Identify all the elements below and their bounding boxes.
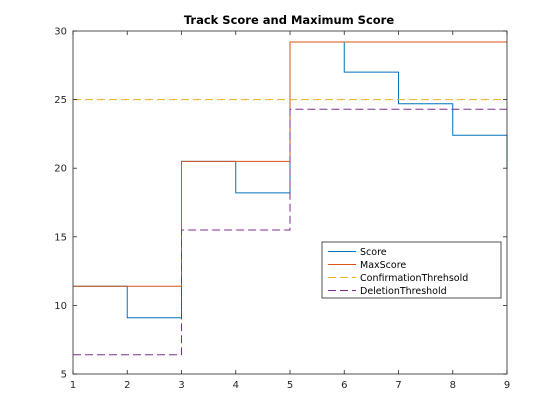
x-tick-label: 8 [450, 380, 456, 391]
x-axis: 1 2 3 4 5 6 7 8 9 [70, 31, 510, 391]
legend-label-score: Score [360, 247, 387, 258]
x-tick-label: 5 [287, 380, 293, 391]
x-tick-label: 1 [70, 380, 76, 391]
y-tick-label: 30 [54, 27, 67, 38]
series-line-deletionthreshold [73, 108, 507, 356]
y-tick-label: 20 [54, 164, 67, 175]
y-axis: 5 10 15 20 25 30 [54, 27, 507, 381]
legend-label-confirmationthrehsold: ConfirmationThrehsold [360, 273, 468, 284]
y-tick-label: 5 [61, 370, 67, 381]
x-tick-label: 9 [504, 380, 510, 391]
legend: Score MaxScore ConfirmationThrehsold Deleti… [321, 241, 502, 299]
y-tick-label: 25 [54, 95, 67, 106]
chart-title: Track Score and Maximum Score [184, 13, 395, 27]
x-tick-label: 2 [124, 380, 130, 391]
x-tick-label: 6 [341, 380, 347, 391]
plot-axes: 1 2 3 4 5 6 7 8 9 5 10 15 20 25 30 [54, 27, 510, 392]
legend-label-maxscore: MaxScore [360, 260, 406, 271]
x-tick-label: 4 [233, 380, 239, 391]
y-tick-label: 15 [54, 232, 67, 243]
x-tick-label: 3 [178, 380, 184, 391]
y-tick-label: 10 [54, 301, 67, 312]
legend-label-deletionthreshold: DeletionThreshold [360, 286, 447, 297]
x-tick-label: 7 [395, 380, 401, 391]
series-layer [73, 41, 508, 356]
